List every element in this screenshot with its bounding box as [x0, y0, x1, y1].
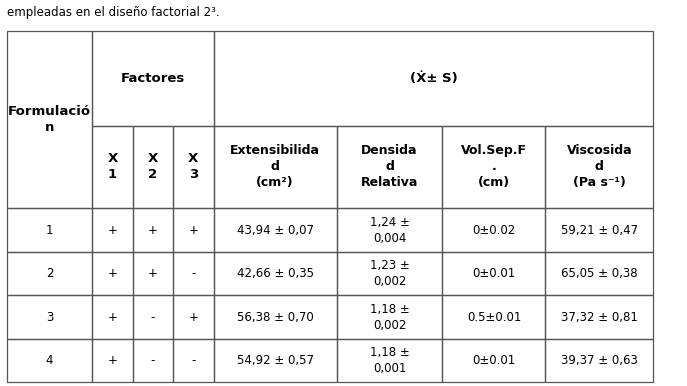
Bar	[442, 126, 545, 208]
Text: 59,21 ± 0,47: 59,21 ± 0,47	[561, 223, 638, 237]
Text: X
3: X 3	[188, 152, 199, 181]
Text: 0±0.01: 0±0.01	[473, 267, 516, 280]
Text: Extensibilida
d
(cm²): Extensibilida d (cm²)	[230, 144, 320, 190]
Bar	[92, 126, 133, 208]
Text: 3: 3	[46, 311, 54, 323]
Text: 0±0.01: 0±0.01	[473, 354, 516, 367]
Bar	[545, 295, 653, 339]
Text: (Ẋ± S): (Ẋ± S)	[409, 72, 458, 85]
Bar	[173, 295, 214, 339]
Bar	[7, 208, 92, 252]
Bar	[133, 339, 173, 383]
Text: Formulació
n: Formulació n	[8, 105, 91, 134]
Bar	[92, 31, 214, 126]
Text: -: -	[150, 354, 155, 367]
Bar	[7, 339, 92, 383]
Bar	[545, 339, 653, 383]
Text: 43,94 ± 0,07: 43,94 ± 0,07	[236, 223, 314, 237]
Bar	[442, 295, 545, 339]
Text: X
2: X 2	[148, 152, 158, 181]
Text: -: -	[191, 267, 196, 280]
Text: 1: 1	[46, 223, 54, 237]
Text: -: -	[150, 311, 155, 323]
Text: Densida
d
Relativa: Densida d Relativa	[361, 144, 418, 190]
Text: +: +	[108, 354, 117, 367]
Text: +: +	[108, 223, 117, 237]
Bar	[214, 252, 337, 295]
Text: Vol.Sep.F
.
(cm): Vol.Sep.F . (cm)	[461, 144, 527, 190]
Text: Factores: Factores	[121, 72, 185, 85]
Text: 42,66 ± 0,35: 42,66 ± 0,35	[236, 267, 314, 280]
Bar	[545, 252, 653, 295]
Text: -: -	[191, 354, 196, 367]
Bar	[173, 252, 214, 295]
Bar	[545, 208, 653, 252]
Text: 1,23 ±
0,002: 1,23 ± 0,002	[370, 259, 409, 288]
Bar	[92, 295, 133, 339]
Bar	[133, 126, 173, 208]
Text: 1,18 ±
0,002: 1,18 ± 0,002	[370, 303, 409, 332]
Text: 0.5±0.01: 0.5±0.01	[466, 311, 521, 323]
Bar	[133, 208, 173, 252]
Bar	[442, 252, 545, 295]
Bar	[173, 339, 214, 383]
Bar	[133, 252, 173, 295]
Bar	[442, 208, 545, 252]
Bar	[337, 295, 442, 339]
Text: 1,18 ±
0,001: 1,18 ± 0,001	[370, 346, 409, 375]
Bar	[442, 339, 545, 383]
Bar	[214, 208, 337, 252]
Text: 65,05 ± 0,38: 65,05 ± 0,38	[561, 267, 638, 280]
Bar	[7, 252, 92, 295]
Text: +: +	[108, 267, 117, 280]
Bar	[337, 339, 442, 383]
Text: 39,37 ± 0,63: 39,37 ± 0,63	[561, 354, 638, 367]
Bar	[7, 295, 92, 339]
Bar	[214, 31, 653, 126]
Bar	[133, 295, 173, 339]
Bar	[337, 252, 442, 295]
Text: 1,24 ±
0,004: 1,24 ± 0,004	[370, 215, 409, 245]
Bar	[337, 208, 442, 252]
Text: +: +	[108, 311, 117, 323]
Text: 2: 2	[46, 267, 54, 280]
Bar	[173, 208, 214, 252]
Text: 54,92 ± 0,57: 54,92 ± 0,57	[236, 354, 314, 367]
Text: 4: 4	[46, 354, 54, 367]
Bar	[7, 31, 92, 208]
Bar	[92, 252, 133, 295]
Text: +: +	[148, 223, 158, 237]
Bar	[92, 339, 133, 383]
Text: empleadas en el diseño factorial 2³.: empleadas en el diseño factorial 2³.	[7, 5, 219, 19]
Bar	[92, 208, 133, 252]
Text: +: +	[188, 311, 199, 323]
Bar	[545, 126, 653, 208]
Bar	[214, 339, 337, 383]
Text: X
1: X 1	[107, 152, 117, 181]
Bar	[214, 126, 337, 208]
Text: 56,38 ± 0,70: 56,38 ± 0,70	[237, 311, 313, 323]
Bar	[214, 295, 337, 339]
Text: 37,32 ± 0,81: 37,32 ± 0,81	[561, 311, 638, 323]
Text: 0±0.02: 0±0.02	[473, 223, 516, 237]
Bar	[173, 126, 214, 208]
Text: Viscosida
d
(Pa s⁻¹): Viscosida d (Pa s⁻¹)	[567, 144, 632, 190]
Text: +: +	[148, 267, 158, 280]
Bar	[337, 126, 442, 208]
Text: +: +	[188, 223, 199, 237]
